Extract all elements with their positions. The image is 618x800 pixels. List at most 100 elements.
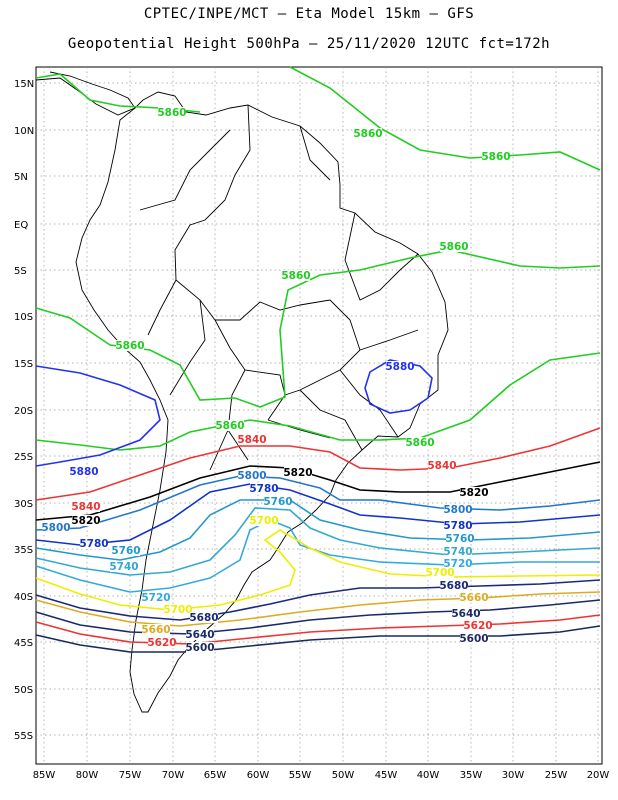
lat-tick-label: 20S [14,406,33,417]
lat-tick-label: 5N [14,172,28,183]
contour-label-5860: 5860 [405,437,434,449]
contour-label-5820: 5820 [283,467,312,479]
contour-5800 [35,475,601,531]
contour-label-bg [80,538,108,549]
lat-tick-label: 50S [14,685,33,696]
lon-tick-label: 80W [76,770,99,781]
contour-label-bg [354,128,382,139]
contour-5820 [35,461,601,521]
contour-label-5800: 5800 [41,522,70,534]
contour-label-bg [112,545,140,556]
lat-tick-label: 10N [14,126,34,137]
contour-label-5840: 5840 [427,460,456,472]
contour-label-5680: 5680 [189,612,218,624]
contour-5700 [35,529,601,611]
lon-tick-label: 45W [375,770,398,781]
contour-label-bg [444,520,472,531]
country-borders [139,104,331,471]
contour-label-bg [142,592,170,603]
contour-5780 [35,483,601,546]
contour-label-bg [148,637,176,648]
contour-label-5700: 5700 [425,567,454,579]
contour-label-bg [464,620,492,631]
lon-tick-label: 65W [204,770,227,781]
brazil-state-borders [284,212,419,451]
contour-label-bg [440,241,468,252]
graticule [36,67,602,764]
lat-tick-label: 35S [14,545,33,556]
lon-tick-label: 60W [247,770,270,781]
contour-5620 [35,614,601,645]
contour-labels: 5860 5860 5860 5860 5860 5860 5860 5860 5880 5880… [41,107,511,654]
contour-label-5880: 5880 [385,361,414,373]
contour-label-bg [186,629,214,640]
contour-label-bg [250,515,278,526]
map-title-line-2: Geopotential Height 500hPa – 25/11/2020 … [67,36,551,52]
contour-label-bg [70,466,98,477]
contour-label-bg [264,496,292,507]
contour-label-bg [238,434,266,445]
contour-label-bg [110,561,138,572]
lat-tick-label: 30S [14,499,33,510]
contour-label-5860: 5860 [439,241,468,253]
contour-5840 [35,427,601,501]
south-america-coastline [75,91,449,713]
contour-label-5860: 5860 [481,151,510,163]
contour-label-bg [482,151,510,162]
contour-label-bg [460,633,488,644]
contour-label-bg [284,467,312,478]
lat-tick-label: 15N [14,79,34,90]
contour-label-bg [282,270,310,281]
lon-tick-label: 75W [119,770,142,781]
contour-label-5620: 5620 [463,620,492,632]
contour-label-bg [460,592,488,603]
contour-label-5620: 5620 [147,637,176,649]
contour-label-bg [142,624,170,635]
lat-tick-label: 40S [14,592,33,603]
contour-5860 [289,66,601,171]
lon-tick-label: 20W [587,770,610,781]
lon-tick-label: 85W [33,770,56,781]
contour-label-5820: 5820 [459,487,488,499]
contour-label-bg [444,558,472,569]
contour-label-5800: 5800 [443,504,472,516]
lat-tick-label: 15S [14,359,33,370]
contour-label-bg [460,487,488,498]
contour-label-5640: 5640 [451,608,480,620]
contour-label-bg [216,420,244,431]
map-frame [35,66,603,765]
contour-label-5780: 5780 [79,538,108,550]
axis-ticks: 15N 10N 5N EQ 5S 10S 15S 20S 25S 30S 35S 40S 45S 50S 5… [14,79,609,781]
contour-label-5820: 5820 [71,515,100,527]
contour-label-5840: 5840 [71,501,100,513]
contour-label-bg [72,515,100,526]
contour-5740 [35,507,601,576]
contour-label-5740: 5740 [443,546,472,558]
contour-label-5780: 5780 [443,520,472,532]
lat-tick-label: EQ [14,220,28,231]
contour-label-bg [238,470,266,481]
contour-label-5860: 5860 [281,270,310,282]
contour-label-5680: 5680 [439,580,468,592]
contour-label-5720: 5720 [141,592,170,604]
contour-label-5600: 5600 [459,633,488,645]
contour-label-5600: 5600 [185,642,214,654]
contour-label-bg [386,361,414,372]
contour-label-5760: 5760 [111,545,140,557]
contour-label-5660: 5660 [141,624,170,636]
lat-tick-label: 45S [14,638,33,649]
contour-label-bg [250,483,278,494]
contour-5880 [35,365,161,467]
contour-label-bg [158,107,186,118]
lon-tick-label: 35W [460,770,483,781]
contour-label-5840: 5840 [237,434,266,446]
contour-label-5760: 5760 [263,496,292,508]
contour-label-bg [440,580,468,591]
contour-label-bg [72,501,100,512]
contour-label-5780: 5780 [249,483,278,495]
lat-tick-label: 55S [14,731,33,742]
lon-tick-label: 25W [545,770,568,781]
contour-label-5740: 5740 [109,561,138,573]
lon-tick-label: 50W [332,770,355,781]
